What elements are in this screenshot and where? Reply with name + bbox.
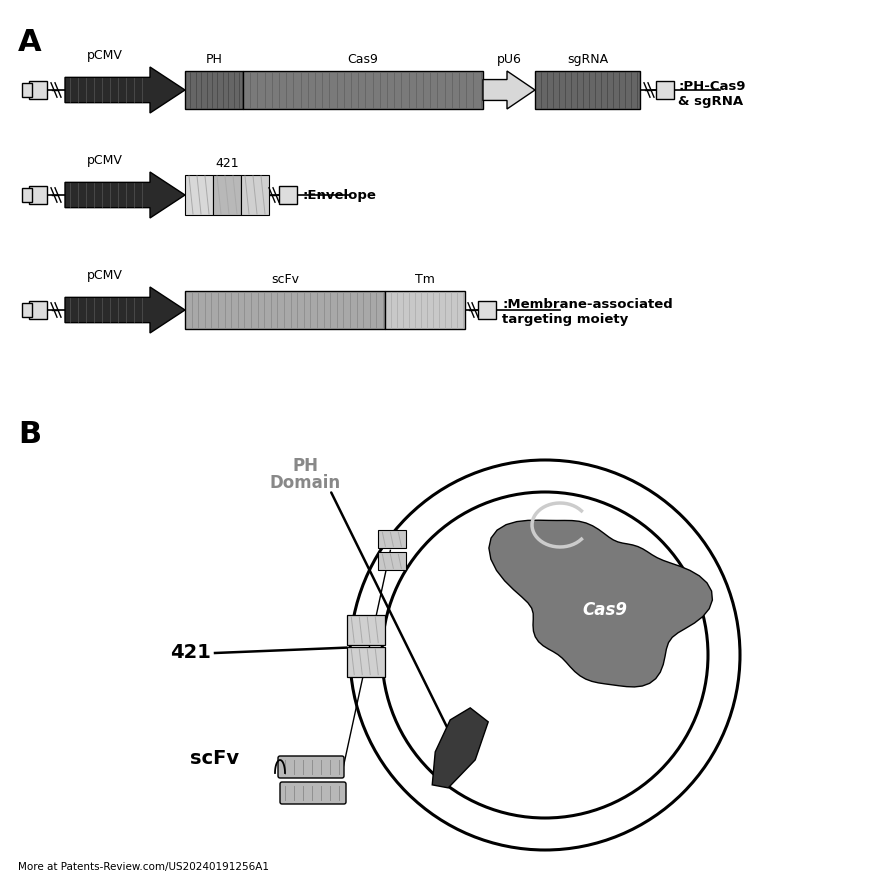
Text: pCMV: pCMV <box>87 49 123 62</box>
Text: Cas9: Cas9 <box>583 601 627 619</box>
Text: More at Patents-Review.com/US20240191256A1: More at Patents-Review.com/US20240191256… <box>18 862 269 872</box>
Bar <box>185 175 213 215</box>
FancyBboxPatch shape <box>278 756 344 778</box>
Bar <box>185 71 243 109</box>
Bar <box>243 71 483 109</box>
Text: A: A <box>18 28 41 57</box>
Text: scFv: scFv <box>271 273 299 286</box>
Text: PH: PH <box>292 457 318 475</box>
Text: PH: PH <box>206 53 223 66</box>
Text: 421: 421 <box>216 157 238 170</box>
Text: Cas9: Cas9 <box>348 53 378 66</box>
Bar <box>535 71 640 109</box>
Bar <box>279 186 297 204</box>
Bar <box>378 552 407 570</box>
Bar <box>185 291 385 329</box>
Circle shape <box>350 460 740 850</box>
Bar <box>378 530 407 549</box>
PathPatch shape <box>65 172 185 218</box>
Polygon shape <box>489 520 713 687</box>
Bar <box>348 647 385 677</box>
Text: sgRNA: sgRNA <box>567 53 608 66</box>
Bar <box>241 175 269 215</box>
Circle shape <box>382 492 708 818</box>
Bar <box>22 188 32 202</box>
Text: 421: 421 <box>170 643 211 663</box>
Text: Tm: Tm <box>415 273 435 286</box>
PathPatch shape <box>483 71 535 109</box>
Bar <box>29 81 47 99</box>
Bar <box>656 81 674 99</box>
Bar <box>29 301 47 319</box>
Text: pCMV: pCMV <box>87 154 123 167</box>
Text: :PH-Cas9
& sgRNA: :PH-Cas9 & sgRNA <box>678 80 745 108</box>
Bar <box>22 83 32 97</box>
Text: :Envelope: :Envelope <box>302 189 376 202</box>
Text: pU6: pU6 <box>496 53 522 66</box>
FancyBboxPatch shape <box>280 782 346 804</box>
Bar <box>29 186 47 204</box>
Polygon shape <box>432 708 488 788</box>
Bar <box>348 614 385 644</box>
Bar <box>478 301 496 319</box>
Text: Domain: Domain <box>269 474 341 492</box>
Bar <box>213 175 241 215</box>
PathPatch shape <box>65 67 185 113</box>
Text: pCMV: pCMV <box>87 269 123 282</box>
PathPatch shape <box>65 287 185 333</box>
Text: scFv: scFv <box>190 749 239 767</box>
Bar <box>385 291 465 329</box>
Bar <box>22 303 32 317</box>
Text: :Membrane-associated
targeting moiety: :Membrane-associated targeting moiety <box>502 298 672 326</box>
Text: B: B <box>18 420 41 449</box>
